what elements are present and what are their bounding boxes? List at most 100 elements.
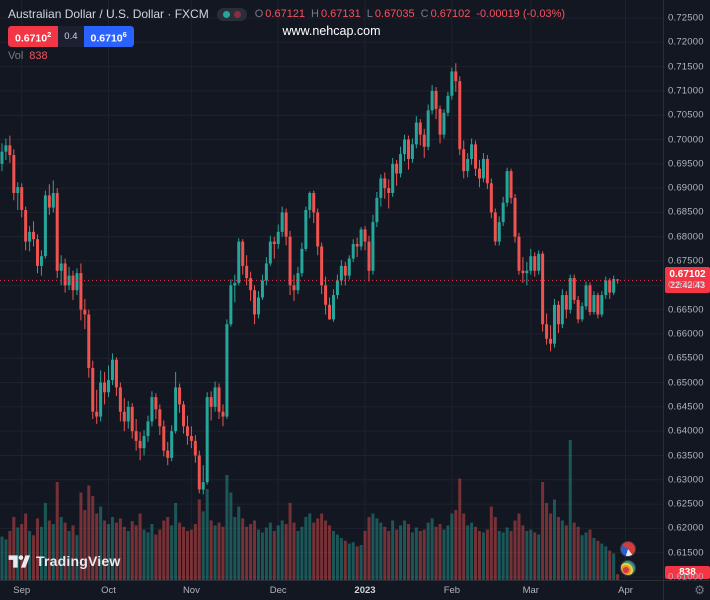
volume-bar — [383, 526, 387, 580]
candle — [253, 285, 257, 325]
candle — [71, 270, 75, 300]
candle — [47, 184, 51, 215]
volume-bar — [197, 499, 201, 580]
volume-bar — [114, 522, 118, 580]
buy-ask-button[interactable]: 0.67106 — [83, 25, 134, 48]
volume-bar — [474, 526, 478, 580]
candle — [339, 260, 343, 286]
volume-legend[interactable]: Vol 838 — [8, 50, 565, 62]
candle — [260, 274, 264, 300]
settings-gear-icon[interactable]: ⚙ — [694, 583, 705, 597]
candle — [541, 251, 545, 332]
volume-bar — [359, 545, 363, 580]
volume-bar — [312, 522, 316, 580]
candle — [580, 302, 584, 322]
price-tick-label: 0.65500 — [668, 352, 704, 364]
candle — [146, 415, 150, 442]
volume-value: 838 — [29, 50, 48, 62]
candle-countdown: 22:42:43 — [669, 280, 706, 291]
volume-bar — [39, 526, 43, 580]
candle — [197, 450, 201, 494]
price-tick-label: 0.71000 — [668, 85, 704, 97]
candle — [296, 266, 300, 295]
candle — [32, 221, 36, 247]
close-value: 0.67102 — [430, 8, 471, 20]
price-tick-label: 0.68000 — [668, 231, 704, 243]
candle — [130, 402, 134, 439]
volume-bar — [335, 534, 339, 580]
candle — [612, 275, 616, 296]
candle — [28, 226, 32, 252]
candle — [114, 357, 118, 397]
volume-label: Vol — [8, 50, 24, 62]
candle — [304, 206, 308, 252]
volume-bar — [521, 525, 525, 580]
candle — [533, 252, 537, 277]
volume-bar — [221, 526, 225, 580]
volume-bar — [592, 538, 596, 580]
volume-bar — [83, 510, 87, 580]
candle — [158, 404, 162, 436]
volume-bar — [166, 517, 170, 580]
candle — [55, 188, 59, 279]
volume-bar — [249, 524, 253, 580]
candle — [450, 67, 454, 100]
volume-bar — [537, 534, 541, 580]
price-tick-label: 0.63500 — [668, 450, 704, 461]
candle — [170, 425, 174, 462]
price-axis[interactable]: 0.67102 22:42:43 838 0.72500 0.72000 0.715… — [663, 0, 710, 583]
sell-bid-button[interactable]: 0.67102 — [8, 25, 59, 48]
volume-bar — [434, 526, 438, 580]
candle — [8, 135, 12, 163]
volume-bar — [497, 531, 501, 580]
candle — [35, 234, 39, 274]
candle — [272, 236, 276, 259]
volume-bar — [450, 513, 454, 580]
volume-bar — [24, 513, 28, 580]
volume-bar — [201, 511, 205, 580]
volume-bar — [284, 524, 288, 580]
chart-canvas[interactable] — [0, 0, 663, 580]
symbol-title[interactable]: Australian Dollar / U.S. Dollar · FXCM — [8, 7, 209, 21]
volume-bar — [493, 517, 497, 580]
volume-bar — [59, 517, 63, 580]
volume-bar — [32, 535, 36, 580]
volume-bar — [600, 543, 604, 580]
price-tick-label: 0.69000 — [668, 182, 704, 194]
volume-bar — [426, 522, 430, 580]
candle — [470, 138, 474, 165]
status-pill[interactable] — [216, 7, 247, 21]
price-tick-label: 0.65000 — [668, 377, 704, 389]
ohlc-values: O 0.67121 H 0.67131 L 0.67035 C 0.67102 -0.0… — [255, 8, 565, 20]
volume-bar — [134, 525, 138, 580]
tradingview-logo[interactable]: TradingView — [8, 552, 120, 569]
candle — [134, 419, 138, 451]
candle — [150, 391, 154, 427]
candle — [481, 153, 485, 183]
candle — [434, 87, 438, 120]
volume-bar — [481, 532, 485, 580]
price-tick-label: 0.72500 — [668, 12, 704, 24]
grid-layer — [0, 0, 663, 580]
volume-bar — [276, 525, 280, 580]
time-axis-label: Apr — [618, 585, 633, 596]
volume-bar — [446, 525, 450, 580]
volume-bar — [264, 527, 268, 580]
candle — [331, 289, 335, 322]
volume-bar — [545, 503, 549, 580]
price-tick-label: 0.61000 — [668, 571, 704, 583]
volume-bar — [458, 478, 462, 580]
candle — [462, 140, 466, 179]
volume-bar — [138, 513, 142, 580]
candle — [308, 191, 312, 219]
volume-bar — [205, 489, 209, 580]
candle — [616, 278, 620, 284]
volume-bar — [110, 517, 114, 580]
candle — [355, 237, 359, 258]
volume-bar — [122, 526, 126, 580]
time-axis[interactable]: Sep Oct Nov Dec 2023 Feb Mar Apr — [0, 580, 663, 600]
candle — [217, 383, 221, 420]
candle — [201, 465, 205, 495]
candle — [193, 435, 197, 463]
candle — [406, 135, 410, 170]
